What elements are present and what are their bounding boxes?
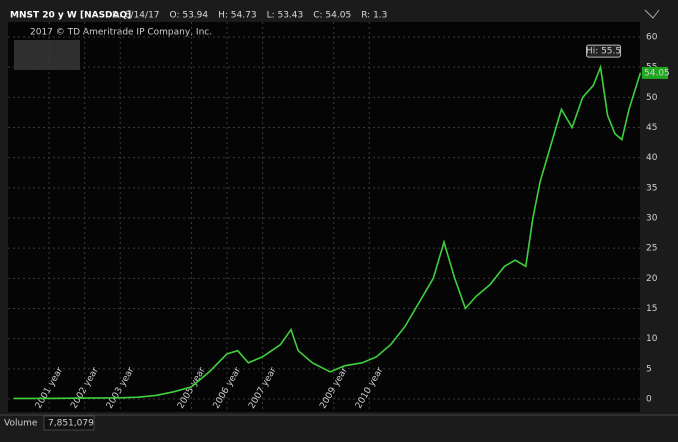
header-field: L: 53.43 bbox=[267, 11, 304, 21]
header-field: H: 54.73 bbox=[218, 11, 256, 21]
volume-label: Volume bbox=[4, 419, 38, 429]
last-price: 54.05 bbox=[644, 68, 670, 78]
icon[interactable] bbox=[644, 9, 660, 19]
annotation: Hi: 55.5 bbox=[586, 47, 621, 57]
header-field: C: 54.05 bbox=[313, 11, 351, 21]
y-tick-label: 60 bbox=[646, 33, 658, 43]
volume-value: 7,851,079 bbox=[48, 419, 94, 429]
watermark: 2017 © TD Ameritrade IP Company, Inc. bbox=[30, 28, 212, 38]
y-tick-label: 15 bbox=[646, 304, 657, 314]
y-tick-label: 50 bbox=[646, 93, 658, 103]
logo bbox=[14, 40, 80, 70]
y-tick-label: 35 bbox=[646, 183, 657, 193]
header-field: D: 8/14/17 bbox=[112, 11, 160, 21]
footer-bg bbox=[0, 414, 678, 442]
y-tick-label: 40 bbox=[646, 153, 658, 163]
symbol: MNST 20 y W [NASDAQ] bbox=[10, 11, 131, 21]
y-tick-label: 0 bbox=[646, 395, 652, 405]
annotation-box bbox=[586, 44, 622, 58]
y-tick-label: 20 bbox=[646, 274, 658, 284]
header-field: R: 1.3 bbox=[361, 11, 387, 21]
y-tick-label: 45 bbox=[646, 123, 657, 133]
header-field: O: 53.94 bbox=[170, 11, 209, 21]
y-tick-label: 5 bbox=[646, 364, 652, 374]
y-tick-label: 25 bbox=[646, 244, 657, 254]
y-tick-label: 10 bbox=[646, 334, 658, 344]
last-price-box bbox=[642, 66, 668, 79]
volume-box bbox=[43, 415, 95, 431]
y-tick-label: 30 bbox=[646, 214, 658, 224]
price-line bbox=[13, 64, 642, 400]
header-fields: D: 8/14/17 O: 53.94 H: 54.73 L: 53.43 C: 54.… bbox=[112, 11, 387, 21]
plot-area bbox=[8, 22, 640, 412]
